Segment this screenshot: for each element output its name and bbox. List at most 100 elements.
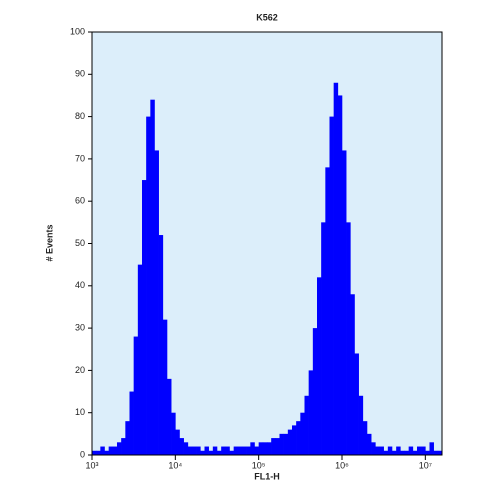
bar: [187, 446, 193, 455]
bar: [408, 446, 414, 455]
bar: [371, 442, 376, 455]
bar: [287, 429, 293, 455]
bar: [112, 446, 118, 455]
bar: [354, 353, 359, 455]
bar: [391, 450, 397, 455]
bar: [325, 167, 330, 456]
x-axis-label: FL1-H: [254, 471, 280, 481]
bar: [358, 395, 364, 455]
bar: [262, 442, 268, 455]
bar: [258, 442, 264, 455]
bar: [337, 95, 343, 455]
bar: [333, 82, 339, 455]
bar: [433, 450, 439, 455]
bar: [158, 235, 164, 455]
bar: [304, 395, 309, 455]
bar: [166, 378, 172, 455]
bar: [100, 446, 105, 455]
bar: [396, 446, 401, 455]
bar: [108, 446, 114, 455]
bar: [129, 391, 134, 455]
bar: [96, 450, 101, 455]
bar: [237, 446, 243, 455]
bar: [425, 450, 430, 455]
bar: [196, 446, 201, 455]
bar: [141, 180, 147, 456]
bar: [316, 277, 322, 455]
bar: [179, 438, 184, 455]
y-axis-label: # Events: [44, 224, 54, 261]
x-tick-label: 10⁶: [335, 460, 349, 470]
bar: [379, 446, 384, 455]
bar: [383, 450, 389, 455]
bar: [204, 446, 209, 455]
bar: [208, 450, 214, 455]
bar: [254, 446, 259, 455]
bar: [404, 450, 409, 455]
bar: [387, 446, 393, 455]
bar: [171, 412, 176, 455]
bar: [279, 433, 284, 455]
bar: [154, 150, 159, 455]
bar: [250, 442, 255, 455]
y-tick-label: 20: [75, 365, 85, 375]
bar: [216, 450, 222, 455]
y-tick-label: 70: [75, 153, 85, 163]
bar: [200, 450, 205, 455]
bar: [233, 446, 239, 455]
bar: [116, 442, 122, 455]
bar: [341, 150, 347, 455]
bar: [350, 294, 355, 455]
y-tick-label: 10: [75, 407, 85, 417]
x-tick-label: 10⁵: [252, 460, 266, 470]
bar: [421, 446, 426, 455]
bar: [267, 442, 272, 455]
bar: [271, 438, 276, 455]
bar: [416, 446, 422, 455]
bar: [412, 450, 418, 455]
bar: [137, 264, 143, 455]
bar: [283, 433, 289, 455]
bar: [321, 222, 326, 455]
y-tick-label: 60: [75, 196, 85, 206]
bar: [192, 446, 197, 455]
bar: [308, 370, 314, 455]
bar: [162, 319, 168, 455]
bar: [121, 438, 126, 455]
bar: [296, 421, 301, 455]
y-tick-label: 40: [75, 280, 85, 290]
bar: [429, 442, 434, 455]
bar: [312, 328, 318, 455]
bar: [275, 438, 280, 455]
bar: [366, 433, 372, 455]
x-tick-label: 10³: [85, 460, 98, 470]
bar: [346, 222, 351, 455]
chart-title: K562: [256, 12, 278, 22]
bar: [146, 116, 151, 455]
y-tick-label: 90: [75, 69, 85, 79]
bar: [292, 425, 297, 455]
bar: [221, 446, 226, 455]
bar: [242, 446, 247, 455]
bar: [437, 450, 443, 455]
y-tick-label: 0: [80, 449, 85, 459]
bar: [225, 446, 230, 455]
y-tick-label: 100: [70, 26, 85, 36]
bar: [400, 450, 405, 455]
bar: [362, 421, 368, 455]
y-tick-label: 30: [75, 322, 85, 332]
bar: [104, 450, 109, 455]
bar: [133, 336, 139, 455]
y-tick-label: 80: [75, 111, 85, 121]
bar: [183, 442, 189, 455]
x-tick-label: 10⁴: [168, 460, 182, 470]
bar: [150, 99, 155, 456]
bar: [246, 446, 251, 455]
bar: [329, 116, 334, 455]
bar: [300, 412, 305, 455]
bar: [212, 446, 218, 455]
bar: [125, 421, 130, 455]
x-tick-label: 10⁷: [419, 460, 432, 470]
y-tick-label: 50: [75, 238, 85, 248]
